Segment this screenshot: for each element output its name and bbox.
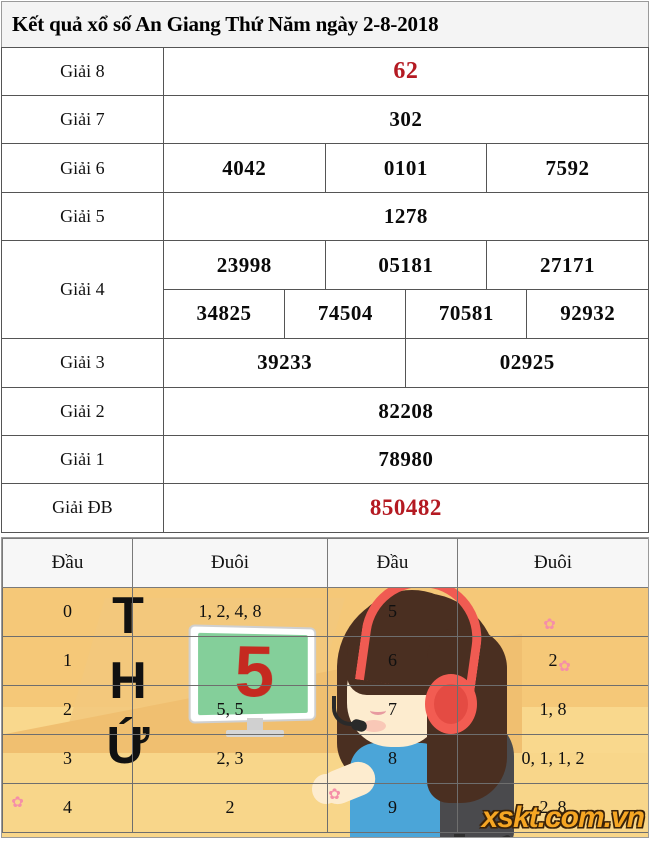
prize-label-gdb: Giải ĐB (1, 482, 164, 533)
prize-value-g4-4: 34825 (163, 289, 285, 338)
head-tail-table: Đầu Đuôi Đầu Đuôi 0 1, 2, 4, 8 5 1 6 2 (2, 537, 648, 833)
table-row: 2 5, 5 7 1, 8 (2, 684, 648, 735)
head-left-4: 4 (2, 782, 133, 833)
prize-results-table: Kết quả xổ số An Giang Thứ Năm ngày 2-8-… (1, 1, 650, 533)
prize-value-g4-1: 23998 (216, 252, 272, 277)
prize-value-gdb: 850482 (162, 482, 650, 533)
prize-row-gdb: Giải ĐB 850482 (1, 482, 650, 533)
prize-label-g3: Giải 3 (1, 337, 164, 388)
tail-left-0: 1, 2, 4, 8 (132, 586, 328, 637)
title-row: Kết quả xổ số An Giang Thứ Năm ngày 2-8-… (1, 1, 649, 48)
prize-value-g3-2: 02925 (405, 338, 648, 387)
prize-label-g5: Giải 5 (1, 192, 164, 241)
column-header-dau-right: Đầu (327, 537, 458, 588)
head-right-3: 8 (327, 733, 458, 784)
head-right-1: 6 (327, 635, 458, 686)
head-tail-header-row: Đầu Đuôi Đầu Đuôi (2, 537, 648, 588)
tail-left-4: 2 (132, 782, 328, 833)
prize-label-g8: Giải 8 (1, 47, 164, 96)
table-row: 3 2, 3 8 0, 1, 1, 2 (2, 733, 648, 784)
tail-right-3: 0, 1, 1, 2 (457, 733, 648, 784)
prize-value-g6-2: 0101 (324, 144, 487, 192)
tail-right-2: 1, 8 (457, 684, 648, 735)
prize-value-g5: 1278 (162, 192, 650, 241)
prize-row-g6: Giải 6 4042 0101 7592 (1, 143, 650, 193)
prize-label-g1: Giải 1 (1, 434, 164, 484)
prize-value-g4-7: 92932 (526, 289, 648, 338)
prize-row-g4: Giải 4 23998 05181 27171 34825 74504 705… (1, 240, 650, 339)
prize-value-g2: 82208 (162, 386, 650, 436)
tail-left-3: 2, 3 (132, 733, 328, 784)
prize-value-group-g4: 23998 05181 27171 34825 74504 70581 9293… (162, 240, 650, 339)
prize-value-g1: 78980 (162, 434, 650, 484)
prize-row-g8: Giải 8 62 (1, 47, 650, 96)
head-left-3: 3 (2, 733, 133, 784)
tail-left-1 (132, 635, 328, 686)
prize-label-g2: Giải 2 (1, 386, 164, 436)
prize-value-g6-1: 4042 (222, 155, 267, 180)
prize-value-g6-3: 7592 (486, 144, 648, 192)
prize-value-group-g3: 39233 02925 (162, 337, 650, 388)
table-row: 1 6 2 (2, 635, 648, 686)
prize-value-g4-5: 74504 (284, 289, 406, 338)
head-tail-section: 5 (1, 536, 649, 838)
head-left-0: 0 (2, 586, 133, 637)
prize-row-g2: Giải 2 82208 (1, 386, 650, 436)
head-right-0: 5 (327, 586, 458, 637)
head-right-4: 9 (327, 782, 458, 833)
head-right-2: 7 (327, 684, 458, 735)
prize-value-group-g6: 4042 0101 7592 (162, 143, 650, 193)
table-row: 4 2 9 2, 8 (2, 782, 648, 833)
column-header-dau-left: Đầu (2, 537, 133, 588)
tail-right-0 (457, 586, 648, 637)
prize-row-g5: Giải 5 1278 (1, 192, 650, 241)
column-header-duoi-left: Đuôi (132, 537, 328, 588)
prize-label-g4: Giải 4 (1, 240, 164, 339)
head-left-1: 1 (2, 635, 133, 686)
tail-right-1: 2 (457, 635, 648, 686)
prize-row-g1: Giải 1 78980 (1, 434, 650, 484)
prize-row-g7: Giải 7 302 (1, 95, 650, 144)
tail-left-2: 5, 5 (132, 684, 328, 735)
prize-label-g6: Giải 6 (1, 143, 164, 193)
prize-value-g4-3: 27171 (486, 241, 648, 289)
prize-value-g4-6: 70581 (405, 289, 527, 338)
prize-label-g7: Giải 7 (1, 95, 164, 144)
page-title: Kết quả xổ số An Giang Thứ Năm ngày 2-8-… (1, 1, 649, 48)
prize-value-g3-1: 39233 (257, 350, 313, 374)
table-row: 0 1, 2, 4, 8 5 (2, 586, 648, 637)
column-header-duoi-right: Đuôi (457, 537, 648, 588)
head-left-2: 2 (2, 684, 133, 735)
prize-value-g8: 62 (162, 47, 650, 96)
prize-value-g4-2: 05181 (324, 241, 487, 289)
prize-value-g7: 302 (162, 95, 650, 144)
prize-row-g3: Giải 3 39233 02925 (1, 337, 650, 388)
tail-right-4: 2, 8 (457, 782, 648, 833)
